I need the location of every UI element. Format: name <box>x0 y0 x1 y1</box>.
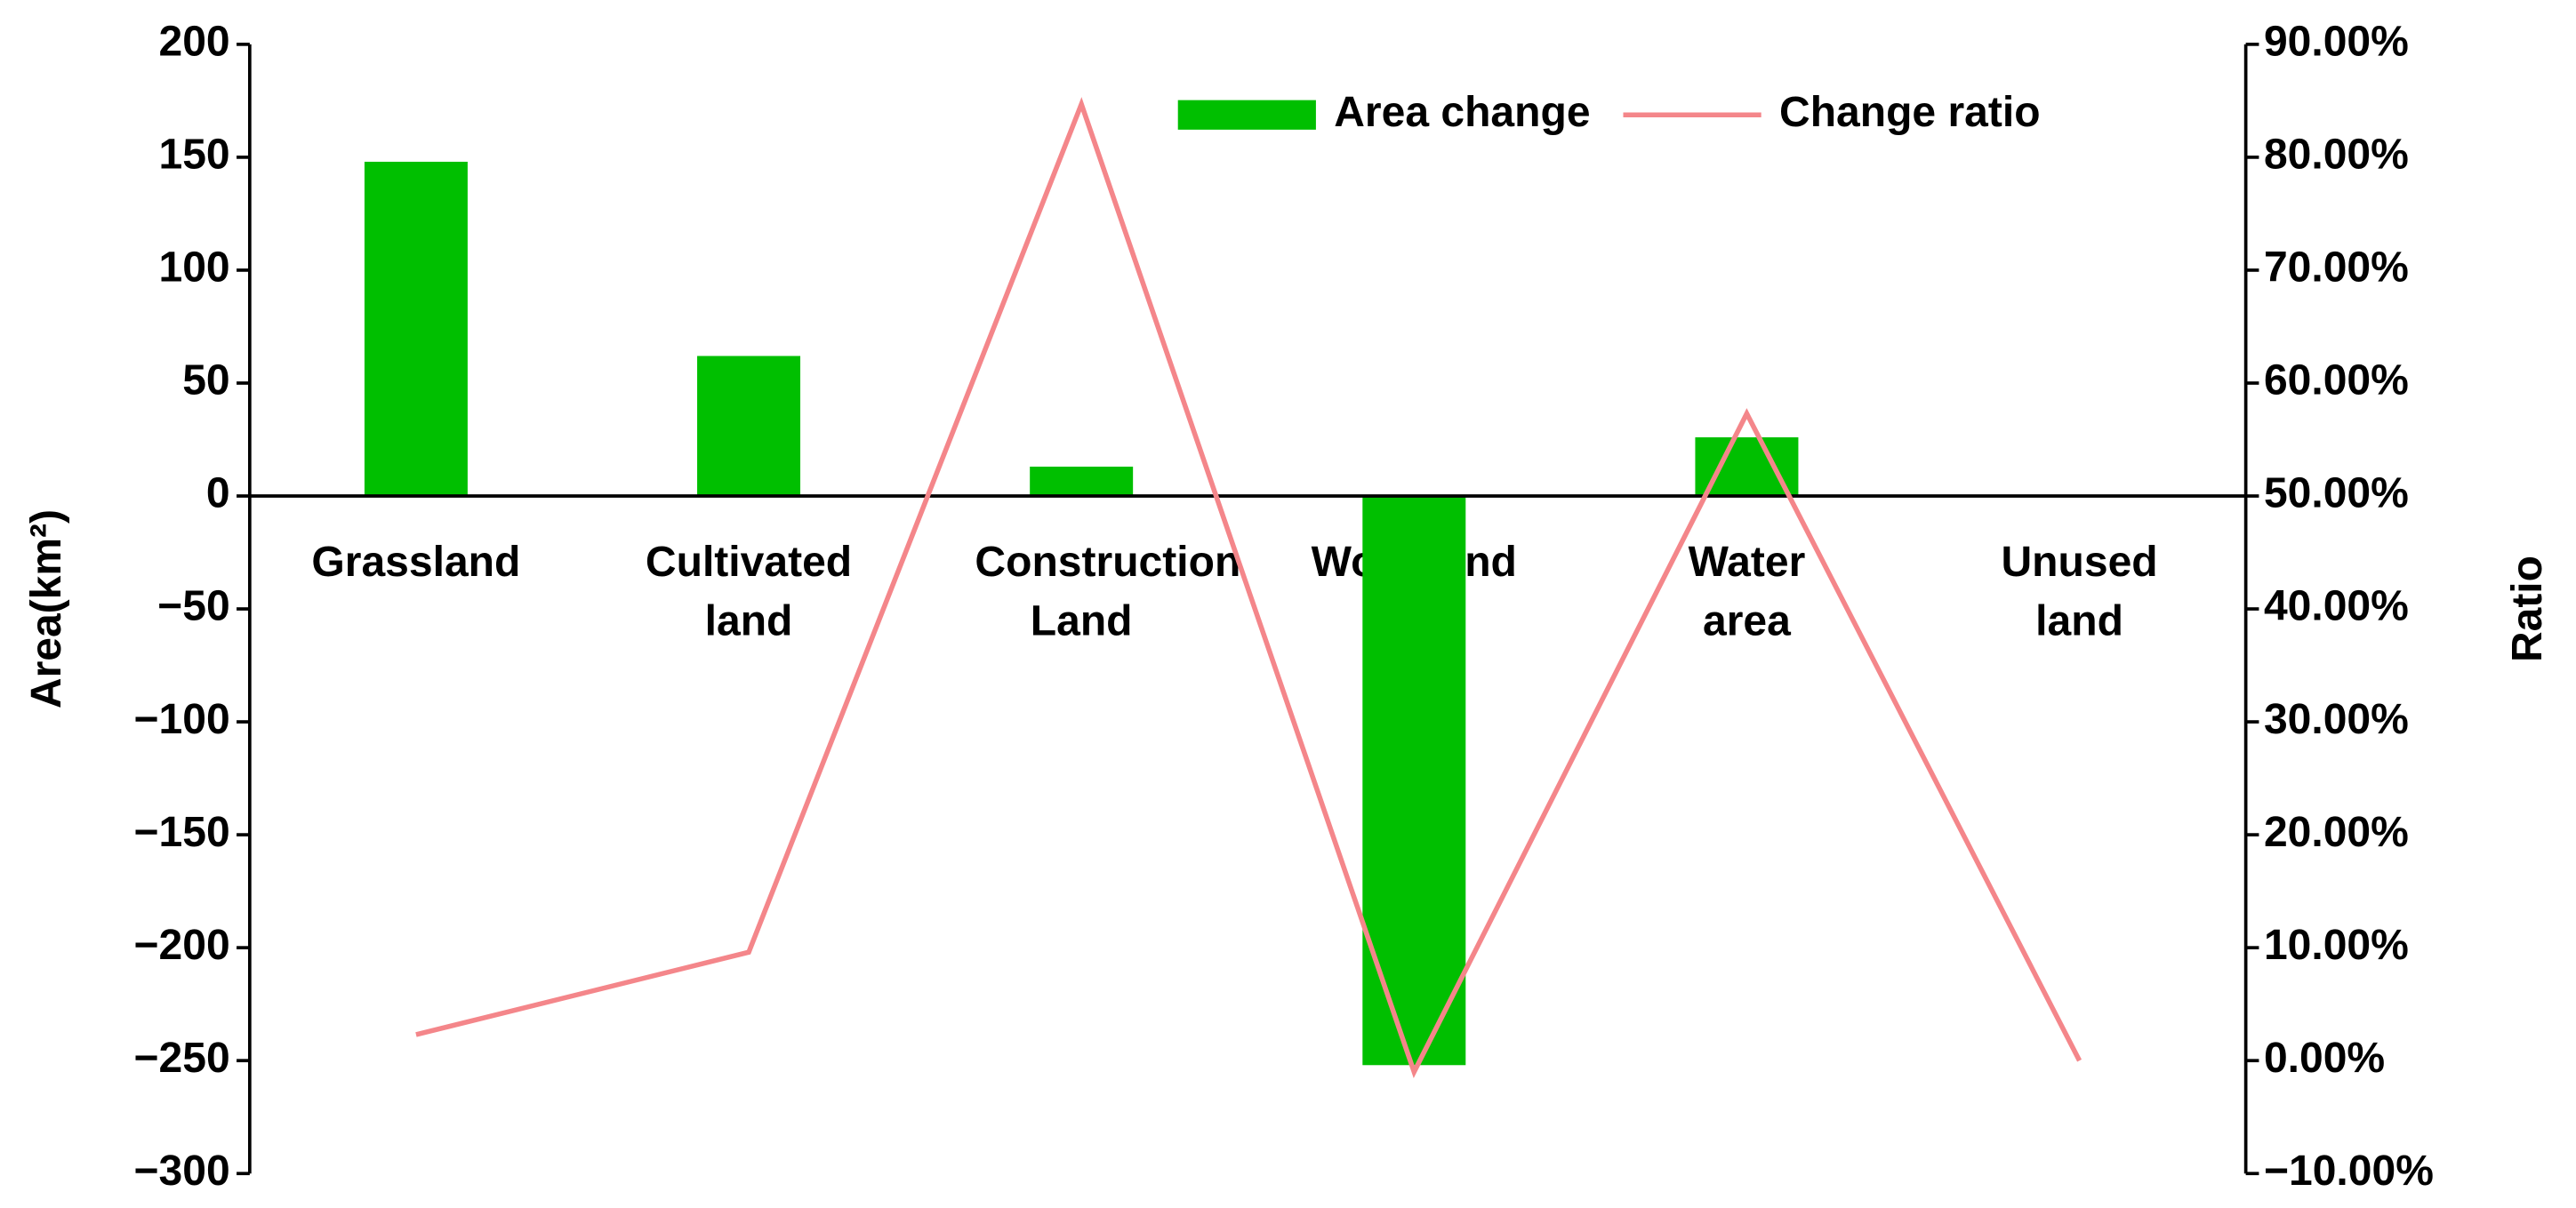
y-tick-label: −300 <box>133 1148 229 1195</box>
y-tick-label: 100 <box>159 244 230 292</box>
y-tick-label: 0 <box>206 470 230 517</box>
bar <box>364 161 468 497</box>
x-tick-label: Unused land <box>2001 537 2158 646</box>
bar <box>1030 466 1134 497</box>
y-axis-title: Area(km²) <box>23 509 70 708</box>
x-tick-label: Construction Land <box>975 537 1241 646</box>
x-tick-label: Water area <box>1688 537 1806 646</box>
y-tick-label: −100 <box>133 696 229 743</box>
x-tick-label-box: Water area <box>1688 537 1806 646</box>
y2-tick-label: 90.00% <box>2264 19 2409 66</box>
x-tick-label-box: Construction Land <box>975 537 1241 646</box>
y2-axis-title: Ratio <box>2504 556 2551 662</box>
x-tick-label-box: Unused land <box>2001 537 2158 646</box>
y2-tick-label: 60.00% <box>2264 357 2409 404</box>
x-tick-label: Cultivated land <box>645 537 853 646</box>
y-tick-label: 50 <box>182 357 229 404</box>
y2-tick-label: 80.00% <box>2264 132 2409 179</box>
y2-tick-label: 50.00% <box>2264 470 2409 517</box>
y2-tick-label: 10.00% <box>2264 922 2409 969</box>
y2-tick-label: 20.00% <box>2264 809 2409 856</box>
y-tick-label: −200 <box>133 922 229 969</box>
y-tick-label: −250 <box>133 1035 229 1082</box>
bar <box>697 356 801 497</box>
y-tick-label: 200 <box>159 19 230 66</box>
x-tick-label-box: Cultivated land <box>645 537 853 646</box>
legend-label: Change ratio <box>1779 89 2041 136</box>
bar <box>1362 496 1466 1066</box>
y-tick-label: 150 <box>159 132 230 179</box>
y2-tick-label: 40.00% <box>2264 583 2409 630</box>
legend-swatch <box>1177 100 1316 130</box>
x-tick-label: Grassland <box>311 537 521 587</box>
y2-tick-label: −10.00% <box>2264 1148 2434 1195</box>
y2-tick-label: 0.00% <box>2264 1035 2385 1082</box>
y2-tick-label: 30.00% <box>2264 696 2409 743</box>
y-tick-label: −150 <box>133 809 229 856</box>
y2-tick-label: 70.00% <box>2264 244 2409 292</box>
x-tick-label-box: Grassland <box>311 537 521 587</box>
y-tick-label: −50 <box>157 583 229 630</box>
legend-label: Area change <box>1334 89 1590 136</box>
line <box>415 97 2082 1079</box>
